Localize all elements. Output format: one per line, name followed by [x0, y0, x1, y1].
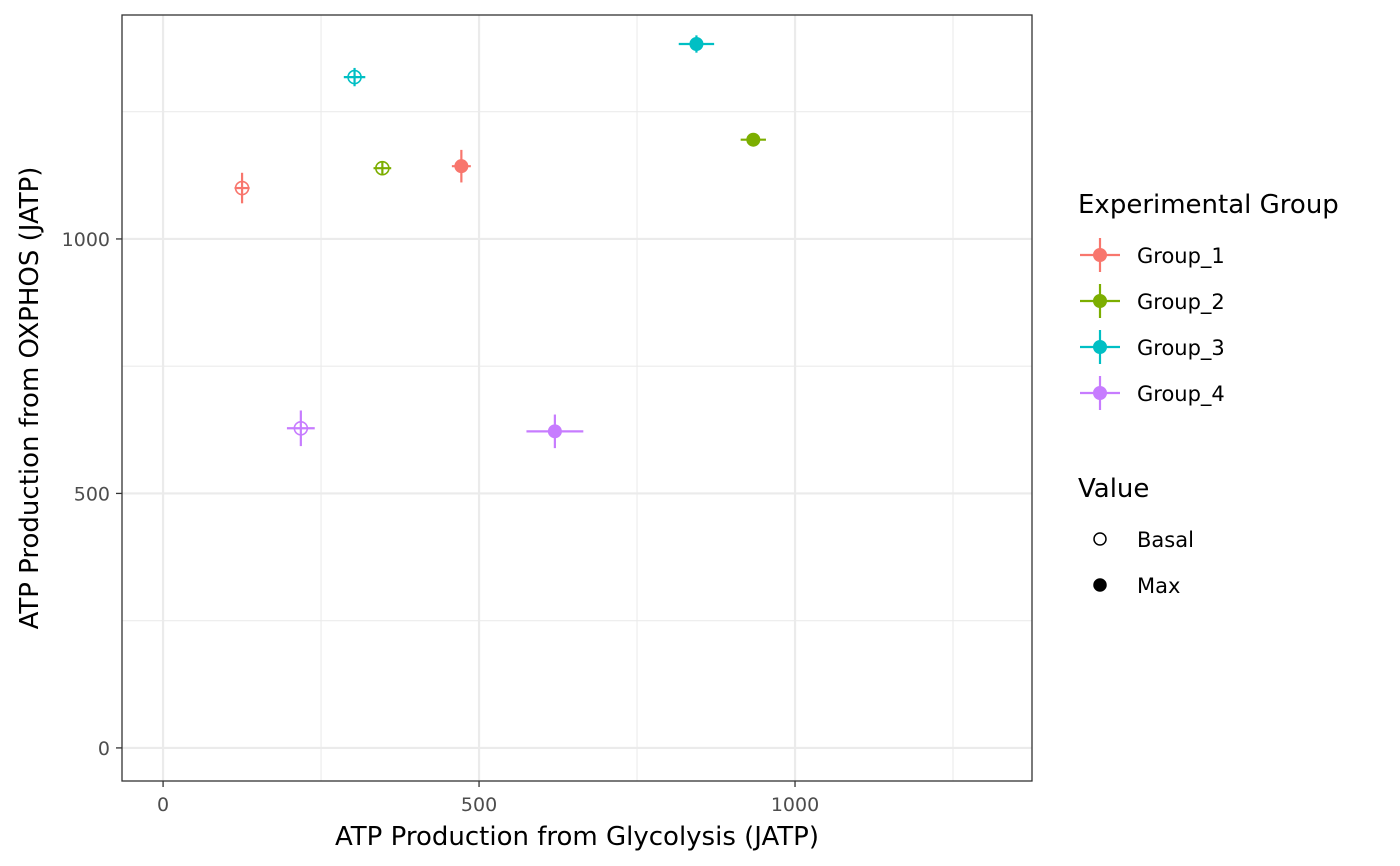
legend-label: Max — [1137, 574, 1180, 598]
x-axis-title: ATP Production from Glycolysis (JATP) — [335, 822, 819, 852]
data-point — [454, 159, 469, 174]
legend-label: Group_4 — [1137, 382, 1225, 407]
legend-key-point — [1093, 386, 1107, 400]
legend-key-point — [1093, 294, 1107, 308]
y-tick-label: 1000 — [62, 229, 110, 251]
legend-label: Basal — [1137, 528, 1194, 552]
y-axis-title: ATP Production from OXPHOS (JATP) — [15, 167, 45, 630]
legend-label: Group_3 — [1137, 336, 1225, 361]
legend-shape-basal — [1093, 532, 1107, 546]
y-tick-label: 0 — [98, 738, 110, 760]
legend-key-group-4 — [1080, 376, 1120, 410]
legend-shape-max — [1093, 578, 1107, 592]
data-point — [375, 160, 390, 176]
legend-label: Group_1 — [1137, 244, 1225, 269]
shape-legend-title: Value — [1078, 474, 1149, 504]
legend-key-point — [1093, 248, 1107, 262]
x-tick-label: 500 — [461, 794, 497, 816]
panel-border — [121, 14, 1033, 782]
legend-key-point — [1093, 340, 1107, 354]
legend-key-group-1 — [1080, 238, 1120, 272]
legend: Experimental Group Value Group_1 Group_2 G… — [1078, 190, 1339, 598]
legend-key-group-3 — [1080, 330, 1120, 364]
tick-layer: 0 500 1000 0 500 1000 — [62, 229, 820, 816]
data-point — [234, 180, 250, 196]
data-point — [293, 420, 309, 436]
x-tick-label: 1000 — [771, 794, 819, 816]
data-point — [689, 37, 704, 52]
errorbar — [286, 410, 315, 447]
legend-key-group-2 — [1080, 284, 1120, 318]
y-tick-label: 500 — [74, 483, 110, 505]
errorbar — [234, 172, 250, 204]
point-layer — [234, 37, 761, 439]
legend-label: Group_2 — [1137, 290, 1225, 315]
color-legend-title: Experimental Group — [1078, 190, 1339, 220]
data-point — [347, 69, 362, 85]
data-point — [547, 424, 562, 439]
data-point — [746, 132, 761, 147]
grid-layer — [122, 15, 1032, 781]
x-tick-label: 0 — [157, 794, 169, 816]
